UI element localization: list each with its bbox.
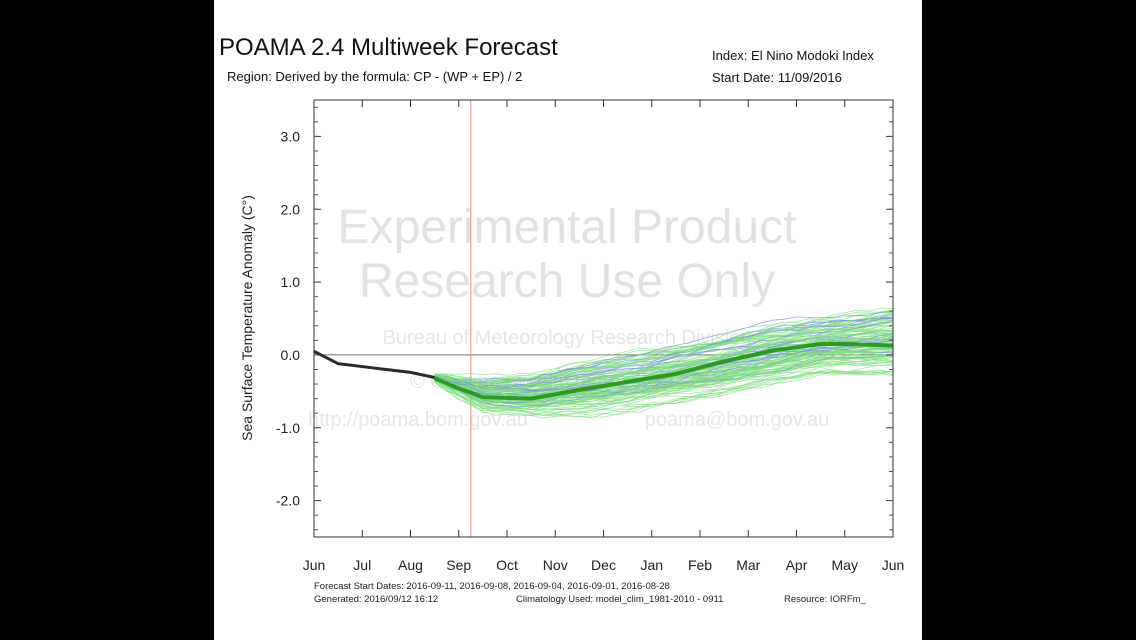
ensemble-member-line <box>434 353 894 408</box>
y-tick-label: -2.0 <box>276 493 300 509</box>
ensemble-member-line <box>434 352 894 408</box>
generated-timestamp: Generated: 2016/09/12 16:12 <box>314 594 439 605</box>
ensemble-member-line <box>434 354 894 404</box>
watermark-line-5: http://poama.bom.gov.au <box>308 409 528 431</box>
ensemble-member-line <box>434 366 894 419</box>
x-tick-label: Feb <box>688 557 712 573</box>
watermark-line-6: poama@bom.gov.au <box>645 409 829 431</box>
y-tick-label: 3.0 <box>281 128 301 144</box>
x-tick-label: Aug <box>398 557 423 573</box>
ensemble-member-line <box>434 329 894 389</box>
resource-label: Resource: IORFm_ <box>784 594 866 605</box>
ensemble-member-line <box>434 307 894 383</box>
ensemble-member-line <box>434 369 894 417</box>
ensemble-member-line <box>434 364 894 418</box>
x-tick-label: Jun <box>882 557 905 573</box>
region-subtitle: Region: Derived by the formula: CP - (WP… <box>227 69 523 84</box>
start-date-label: Start Date: 11/09/2016 <box>712 70 842 85</box>
x-tick-label: Oct <box>496 557 518 573</box>
plot-frame <box>313 99 894 538</box>
x-tick-label: Mar <box>736 557 760 573</box>
y-tick-label: 2.0 <box>281 201 301 217</box>
ensemble-member-line <box>434 330 894 395</box>
x-tick-label: Jun <box>303 557 326 573</box>
ensemble-members <box>434 307 894 419</box>
y-axis-label: Sea Surface Temperature Anomaly (C°) <box>239 195 255 441</box>
ensemble-member-line <box>434 322 893 388</box>
ensemble-member-line <box>434 321 894 381</box>
watermark: Experimental Product Research Use Only B… <box>308 201 829 431</box>
y-tick-label: 0.0 <box>281 347 301 363</box>
index-label: Index: El Nino Modoki Index <box>712 48 874 63</box>
watermark-line-1: Experimental Product <box>338 201 797 254</box>
ensemble-member-line <box>434 359 894 413</box>
climatology-label: Climatology Used: model_clim_1981-2010 -… <box>516 594 724 605</box>
ensemble-member-line <box>434 312 894 385</box>
ensemble-member-line <box>434 349 893 400</box>
x-tick-label: Sep <box>446 557 471 573</box>
x-tick-label: Jan <box>640 557 663 573</box>
ensemble-member-line <box>434 343 894 399</box>
x-tick-label: Jul <box>353 557 371 573</box>
forecast-start-dates: Forecast Start Dates: 2016-09-11, 2016-0… <box>314 581 670 592</box>
ensemble-member-line <box>434 361 894 407</box>
ensemble-member-line <box>434 311 894 386</box>
chart-title: POAMA 2.4 Multiweek Forecast <box>219 34 558 61</box>
x-tick-label: Nov <box>543 557 568 573</box>
ensemble-member-line <box>434 318 894 385</box>
observed-series-line <box>313 349 435 379</box>
x-tick-label: Dec <box>591 557 616 573</box>
x-tick-label: May <box>832 557 858 573</box>
watermark-line-2: Research Use Only <box>359 255 775 308</box>
ensemble-mean-line <box>433 341 894 401</box>
x-tick-label: Apr <box>786 557 808 573</box>
y-tick-label: 1.0 <box>281 274 301 290</box>
y-tick-label: -1.0 <box>276 420 300 436</box>
watermark-line-3: Bureau of Meteorology Research Division <box>382 327 751 349</box>
